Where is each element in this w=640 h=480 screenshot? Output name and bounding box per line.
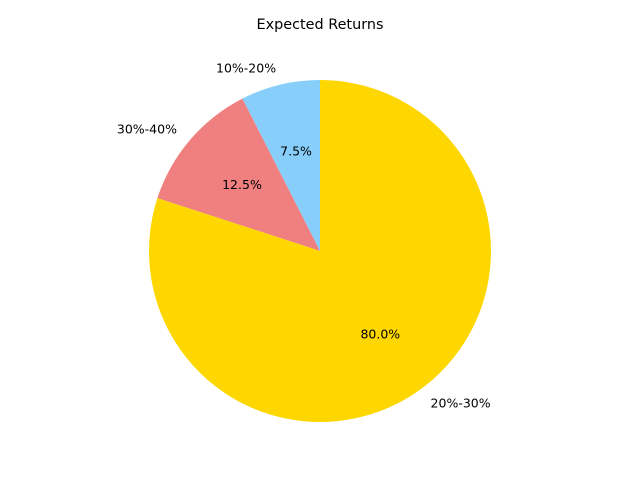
slice-category-label-1: 30%-40% — [117, 121, 177, 136]
pie-slice-2 — [149, 80, 492, 423]
slice-category-label-2: 20%-30% — [431, 396, 491, 411]
pie-slice-0 — [242, 80, 320, 251]
chart-title: Expected Returns — [257, 17, 384, 33]
pie-slices — [149, 80, 492, 423]
slice-category-label-0: 10%-20% — [216, 61, 276, 76]
pie-labels: 10%-20% 7.5% 30%-40% 12.5% 20%-30% 80.0% — [117, 61, 491, 411]
slice-percent-label-2: 80.0% — [360, 327, 400, 342]
slice-percent-label-1: 12.5% — [222, 177, 262, 192]
slice-percent-label-0: 7.5% — [280, 144, 312, 159]
pie-slice-1 — [157, 98, 320, 252]
